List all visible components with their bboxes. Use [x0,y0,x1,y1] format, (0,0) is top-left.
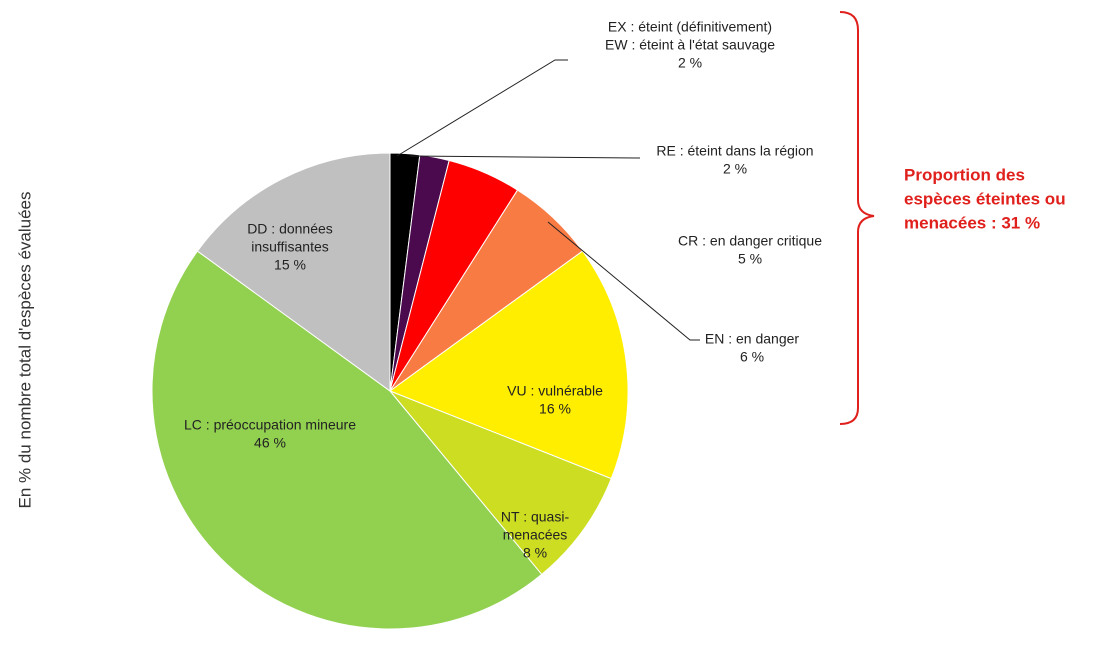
leader-line [396,59,568,157]
leader-line [409,155,641,159]
annotation: espèces éteintes ou [904,189,1066,208]
pie-slice [151,250,543,630]
slice-label: NT : quasi- [501,509,570,525]
leader-lines [396,59,700,341]
value-label: 15 % [274,257,306,273]
leader-line [547,221,700,341]
value-label: 46 % [254,435,286,451]
slice-label: DD : données [247,221,333,237]
slice-label: CR : en danger critique [678,233,822,249]
slice-label: menacées [503,527,568,543]
bracket [839,11,875,425]
pie-slice [389,390,612,576]
slice-label: LC : préoccupation mineure [184,417,356,433]
slice-label: insuffisantes [251,239,329,255]
annotation: menacées : 31 % [904,213,1040,232]
slice-label: RE : éteint dans la région [656,143,813,159]
annotation: Proportion des [904,165,1025,184]
slice-label: EW : éteint à l'état sauvage [605,37,775,53]
slice-label: EX : éteint (définitivement) [608,19,772,35]
pie-slice [196,152,391,392]
value-label: 2 % [678,55,702,71]
value-label: 6 % [740,349,764,365]
value-label: 5 % [738,251,762,267]
slice-label: VU : vulnérable [507,383,603,399]
value-label: 2 % [723,161,747,177]
value-label: 8 % [523,545,547,561]
pie-slice [388,250,629,480]
value-label: 16 % [539,401,571,417]
slice-label: EN : en danger [705,331,800,347]
y-axis-label: En % du nombre total d'espèces évaluées [15,192,34,509]
